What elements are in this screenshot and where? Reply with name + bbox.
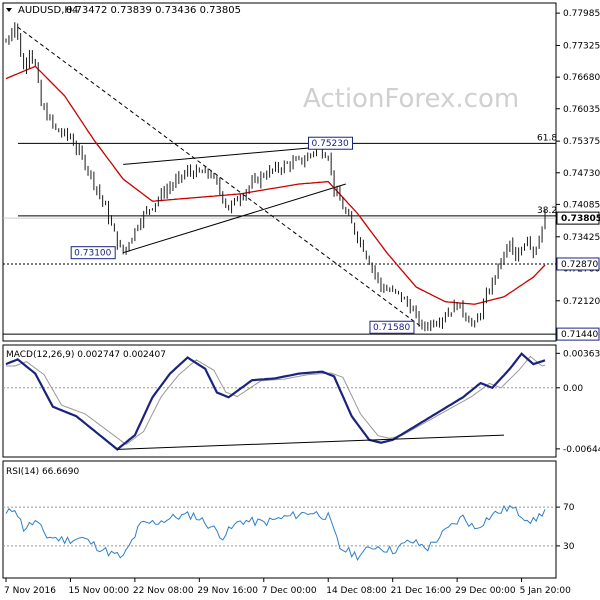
macd-tick-label: 0.00 bbox=[563, 384, 583, 394]
fib-level-label: 38.2 bbox=[537, 206, 557, 216]
moving-average-line bbox=[5, 65, 546, 305]
price-tick-label: 0.75375 bbox=[563, 137, 600, 147]
price-level-label: 0.72870 bbox=[561, 260, 598, 270]
x-tick-label: 29 Dec 00:00 bbox=[455, 586, 516, 596]
trendline bbox=[123, 183, 346, 254]
rsi-line bbox=[5, 504, 546, 562]
x-tick-label: 22 Nov 08:00 bbox=[133, 586, 194, 596]
x-tick-label: 7 Dec 00:00 bbox=[262, 586, 317, 596]
macd-tick-label: 0.003639 bbox=[563, 349, 600, 359]
price-tick-label: 0.77325 bbox=[563, 41, 600, 51]
chart-ohlc: 0.73472 0.73839 0.73436 0.73805 bbox=[66, 5, 241, 16]
x-tick-label: 14 Dec 08:00 bbox=[326, 586, 387, 596]
x-tick-label: 5 Jan 20:00 bbox=[520, 586, 572, 596]
rsi-panel-frame bbox=[2, 460, 557, 579]
dropdown-arrow-icon[interactable] bbox=[6, 8, 12, 12]
rsi-layer: 70 30 bbox=[3, 503, 575, 562]
fib-level-label: 61.8 bbox=[537, 133, 557, 143]
x-tick-label: 21 Dec 16:00 bbox=[391, 586, 452, 596]
x-tick-label: 7 Nov 2016 bbox=[4, 586, 56, 596]
price-annotation-label: 0.73100 bbox=[74, 249, 111, 259]
macd-signal-line bbox=[6, 355, 546, 446]
price-level-box bbox=[556, 327, 600, 341]
price-level-box bbox=[556, 257, 600, 271]
current-price-box bbox=[556, 211, 600, 225]
price-level-label: 0.71440 bbox=[561, 330, 598, 340]
price-tick-label: 0.76035 bbox=[563, 105, 600, 115]
chart-symbol: AUDUSD,H4 bbox=[18, 5, 78, 16]
price-tick-label: 0.74730 bbox=[563, 169, 600, 179]
x-tick-label: 29 Nov 16:00 bbox=[197, 586, 258, 596]
macd-trendline bbox=[117, 434, 505, 450]
macd-layer: 0.003639 0.00 -0.006446 bbox=[3, 349, 600, 455]
rsi-tick-label: 70 bbox=[563, 503, 575, 513]
macd-panel-frame bbox=[2, 344, 557, 458]
x-tick-label: 15 Nov 00:00 bbox=[68, 586, 129, 596]
price-tick-label: 0.72120 bbox=[563, 297, 600, 307]
price-tick-label: 0.74085 bbox=[563, 200, 600, 210]
watermark: ActionForex.com bbox=[303, 84, 519, 114]
axis-layer: 7 Nov 2016 15 Nov 00:00 22 Nov 08:00 29 Nov… bbox=[4, 578, 571, 596]
price-tick-label: 0.76680 bbox=[563, 73, 600, 83]
rsi-title: RSI(14) 66.6690 bbox=[6, 467, 79, 477]
price-tick-label: 0.77985 bbox=[563, 9, 600, 19]
macd-title: MACD(12,26,9) 0.002747 0.002407 bbox=[6, 350, 166, 360]
current-price-label: 0.73805 bbox=[561, 214, 600, 224]
price-annotation-box bbox=[369, 320, 415, 334]
price-panel-frame bbox=[2, 2, 557, 342]
price-annotation-label: 0.71580 bbox=[373, 323, 410, 333]
macd-line bbox=[5, 352, 546, 451]
price-annotation-box bbox=[308, 136, 354, 150]
price-layer: 0.77985 0.77325 0.76680 0.76035 0.75375 0.747… bbox=[3, 9, 600, 341]
rsi-tick-label: 30 bbox=[563, 542, 575, 552]
price-annotation-label: 0.75230 bbox=[312, 139, 349, 149]
macd-tick-label: -0.006446 bbox=[563, 445, 600, 455]
price-annotation-box bbox=[70, 246, 116, 260]
price-tick-label: 0.73425 bbox=[563, 233, 600, 243]
